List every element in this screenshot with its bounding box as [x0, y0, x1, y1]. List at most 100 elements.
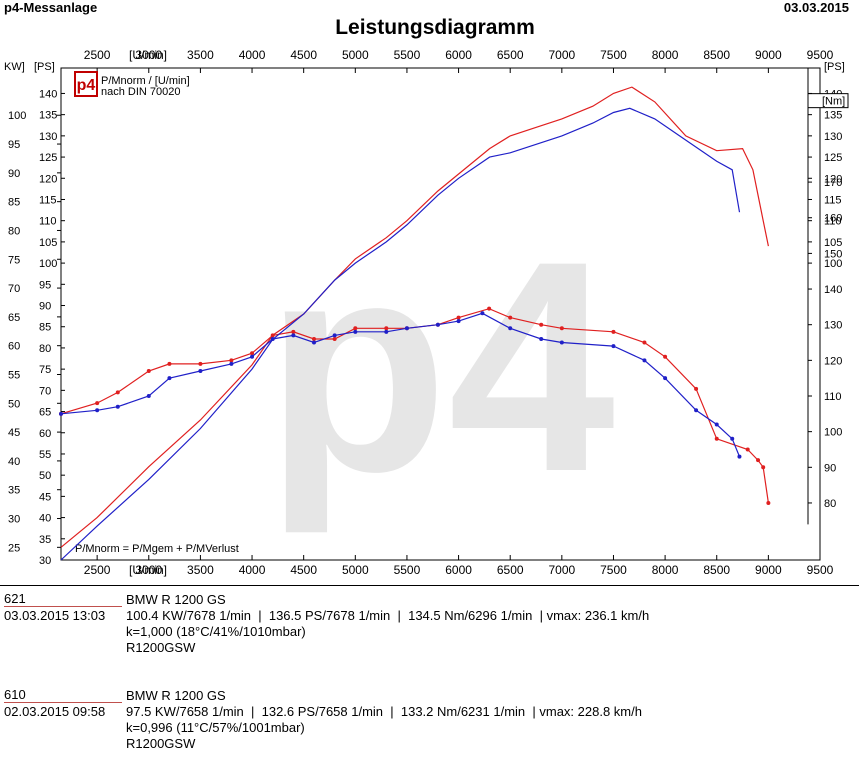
- ps-right-unit-label: [PS]: [824, 61, 845, 73]
- x-tick-label-bottom: 4500: [290, 563, 317, 577]
- nm-tick-label: 160: [824, 213, 842, 225]
- kw-tick-label: 60: [8, 341, 20, 353]
- ps-tick-label: 65: [39, 407, 51, 419]
- torque-point-621: [115, 390, 120, 395]
- nm-unit-box: [807, 93, 849, 109]
- run-date: 03.03.2015 13:03: [4, 608, 106, 623]
- torque-point-610: [384, 329, 389, 334]
- ps-tick-label: 60: [39, 428, 51, 440]
- nm-tick-label: 140: [824, 284, 842, 296]
- x-tick-label-bottom: 6000: [445, 563, 472, 577]
- nm-tick-label: 150: [824, 248, 842, 260]
- x-tick-label-top: 3000: [135, 48, 162, 62]
- torque-point-610: [250, 354, 255, 359]
- torque-point-610: [559, 340, 564, 345]
- kw-tick-label: 100: [8, 110, 26, 122]
- x-tick-label-bottom: 9500: [807, 563, 834, 577]
- ps-tick-label: 80: [39, 343, 51, 355]
- kw-tick-label: 55: [8, 369, 20, 381]
- torque-point-621: [146, 369, 151, 374]
- legend-logo: [74, 71, 98, 97]
- ps-tick-label: 40: [39, 513, 51, 525]
- torque-point-610: [167, 376, 172, 381]
- x-tick-label-top: 8000: [652, 48, 679, 62]
- torque-point-610: [291, 333, 296, 338]
- run-stats: 97.5 KW/7658 1/min | 132.6 PS/7658 1/min…: [126, 704, 642, 719]
- x-tick-label-bottom: 5000: [342, 563, 369, 577]
- ps-tick-label: 140: [39, 88, 57, 100]
- torque-point-610: [694, 408, 699, 413]
- kw-tick-label: 95: [8, 139, 20, 151]
- ps-tick-label: 125: [39, 152, 57, 164]
- ps-right-tick-label: 125: [824, 152, 842, 164]
- run-date: 02.03.2015 09:58: [4, 704, 106, 719]
- x-tick-label-top: 5500: [394, 48, 421, 62]
- torque-point-621: [642, 340, 647, 345]
- x-tick-label-top: 9500: [807, 48, 834, 62]
- ps-tick-label: 55: [39, 449, 51, 461]
- torque-point-621: [332, 336, 337, 341]
- nm-tick-label: 100: [824, 427, 842, 439]
- torque-point-610: [95, 408, 100, 413]
- torque-point-621: [198, 361, 203, 366]
- run-vehicle: R1200GSW: [126, 640, 196, 655]
- kw-tick-label: 40: [8, 456, 20, 468]
- ps-tick-label: 90: [39, 301, 51, 313]
- torque-point-610: [353, 329, 358, 334]
- x-tick-label-top: 3500: [187, 48, 214, 62]
- app-date: 03.03.2015: [783, 0, 849, 15]
- x-tick-label-bottom: 5500: [394, 563, 421, 577]
- plot-frame: [60, 67, 821, 561]
- x-tick-label-top: 9000: [755, 48, 782, 62]
- kw-tick-label: 25: [8, 542, 20, 554]
- app-title: p4-Messanlage: [4, 0, 98, 15]
- torque-point-621: [167, 361, 172, 366]
- torque-point-610: [270, 336, 275, 341]
- torque-point-610: [508, 326, 513, 331]
- nm-tick-label: 90: [824, 462, 836, 474]
- torque-point-621: [353, 326, 358, 331]
- torque-point-621: [270, 333, 275, 338]
- torque-point-610: [714, 422, 719, 427]
- torque-point-610: [229, 361, 234, 366]
- ps-tick-label: 110: [39, 216, 57, 228]
- ps-tick-label: 135: [39, 110, 57, 122]
- torque-point-621: [312, 336, 316, 341]
- x-tick-label-top: 4000: [239, 48, 266, 62]
- torque-point-621: [487, 306, 492, 311]
- ps-tick-label: 130: [39, 131, 57, 143]
- torque-point-610: [198, 369, 203, 374]
- nm-tick-label: 80: [824, 498, 836, 510]
- torque-point-610: [146, 394, 151, 398]
- torque-point-610: [663, 376, 668, 381]
- torque-point-621: [250, 351, 255, 356]
- kw-tick-label: 45: [8, 427, 20, 439]
- kw-tick-label: 85: [8, 197, 20, 209]
- kw-tick-label: 90: [8, 168, 20, 180]
- torque-point-621: [456, 315, 461, 320]
- ps-tick-label: 50: [39, 470, 51, 482]
- torque-point-621: [663, 354, 668, 359]
- run-correction: k=1,000 (18°C/41%/1010mbar): [126, 624, 306, 639]
- x-tick-label-bottom: 2500: [84, 563, 111, 577]
- ps-right-tick-label: 115: [824, 194, 842, 206]
- torque-point-621: [611, 329, 616, 334]
- x-tick-label-top: 4500: [290, 48, 317, 62]
- torque-point-610: [332, 333, 337, 338]
- ps-tick-label: 75: [39, 364, 51, 376]
- x-tick-label-bottom: 3500: [187, 563, 214, 577]
- x-tick-label-top: 6000: [445, 48, 472, 62]
- x-tick-label-top: 7500: [600, 48, 627, 62]
- x-tick-label-top: 5000: [342, 48, 369, 62]
- run-correction: k=0,996 (11°C/57%/1001mbar): [126, 720, 305, 735]
- torque-point-621: [766, 500, 771, 505]
- torque-point-621: [291, 329, 296, 334]
- x-tick-label-top: 8500: [703, 48, 730, 62]
- ps-tick-label: 85: [39, 322, 51, 334]
- torque-line-610: [60, 312, 741, 457]
- torque-point-610: [404, 326, 409, 331]
- x-tick-label-top: 6500: [497, 48, 524, 62]
- run-name: BMW R 1200 GS: [126, 688, 226, 703]
- ps-tick-label: 30: [39, 555, 51, 567]
- power-line-621: [60, 86, 769, 548]
